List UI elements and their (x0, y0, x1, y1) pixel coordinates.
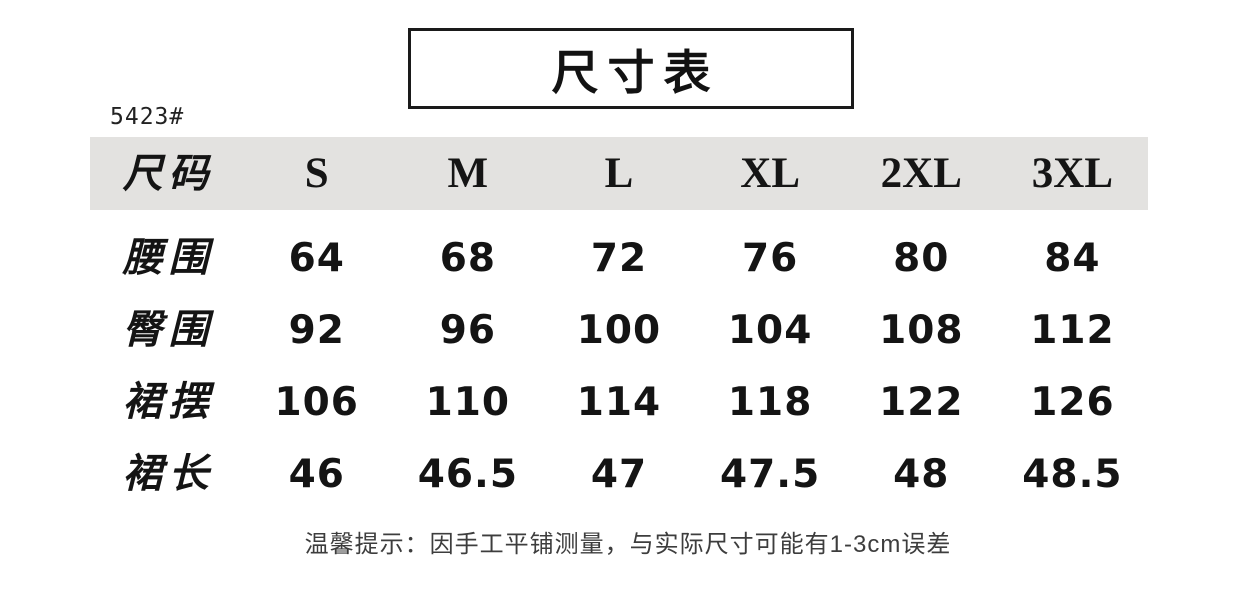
size-value-cell: 96 (439, 307, 496, 353)
size-value-cell: 68 (439, 235, 496, 281)
row-label: 裙摆 (122, 379, 215, 424)
table-row-hem: 裙摆 106 110 114 118 122 126 (90, 366, 1148, 438)
size-value-cell: 106 (274, 379, 359, 425)
size-value-cell: 47 (590, 451, 648, 497)
table-body: 腰围 64 68 72 76 80 84 臀围 92 96 100 104 10… (90, 222, 1148, 510)
size-value-cell: 48.5 (1022, 451, 1123, 497)
table-row-hip: 臀围 92 96 100 104 108 112 (90, 294, 1148, 366)
page-title: 尺寸表 (551, 48, 720, 100)
column-header-m: M (447, 150, 489, 197)
size-value-cell: 46 (288, 451, 345, 497)
table-row-waist: 腰围 64 68 72 76 80 84 (90, 222, 1148, 294)
size-value-cell: 118 (727, 379, 813, 425)
size-value-cell: 76 (741, 235, 799, 281)
row-label: 臀围 (122, 307, 215, 352)
product-code: 5423# (110, 104, 185, 130)
row-label: 腰围 (122, 235, 215, 280)
column-header-3xl: 3XL (1031, 150, 1114, 197)
size-value-cell: 47.5 (720, 451, 821, 497)
size-table: 尺码 S M L XL 2XL 3XL 腰围 64 68 72 76 80 84… (90, 137, 1148, 510)
size-value-cell: 108 (879, 307, 964, 353)
size-value-cell: 84 (1044, 235, 1101, 281)
column-header-2xl: 2XL (880, 150, 962, 197)
column-header-l: L (604, 150, 634, 197)
size-value-cell: 64 (288, 235, 345, 281)
size-value-cell: 126 (1030, 379, 1115, 425)
size-value-cell: 92 (288, 307, 345, 353)
size-value-cell: 80 (893, 235, 950, 281)
size-value-cell: 110 (425, 379, 511, 425)
size-value-cell: 114 (576, 379, 662, 425)
size-value-cell: 48 (893, 451, 950, 497)
table-row-length: 裙长 46 46.5 47 47.5 48 48.5 (90, 438, 1148, 510)
size-value-cell: 100 (576, 307, 662, 353)
measurement-note: 温馨提示：因手工平铺测量，与实际尺寸可能有1-3cm误差 (304, 531, 952, 558)
column-header-s: S (304, 150, 329, 197)
size-value-cell: 112 (1030, 307, 1115, 353)
size-value-cell: 46.5 (417, 451, 518, 497)
size-chart-title-box: 尺寸表 (408, 28, 854, 109)
size-value-cell: 122 (879, 379, 964, 425)
column-header-size: 尺码 (122, 150, 215, 196)
size-value-cell: 104 (727, 307, 813, 353)
column-header-xl: XL (740, 150, 800, 197)
table-header-row: 尺码 S M L XL 2XL 3XL (90, 137, 1148, 210)
row-label: 裙长 (122, 451, 215, 496)
size-value-cell: 72 (590, 235, 648, 281)
